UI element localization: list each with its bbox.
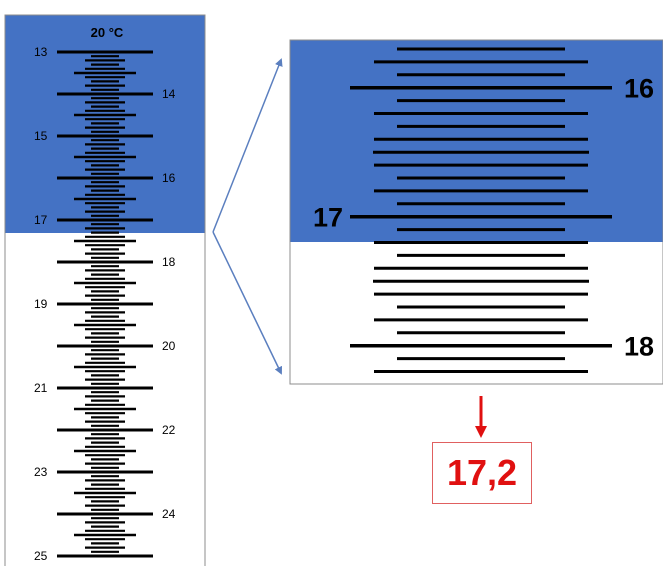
right-scale-label: 18 (162, 255, 176, 269)
zoom-labels: 16 17 18 (313, 74, 654, 362)
connector-arrow-lower (212, 231, 282, 375)
right-scale-label: 24 (162, 507, 176, 521)
left-scale-label: 15 (34, 129, 48, 143)
left-scale-header: 20 °C (91, 25, 124, 40)
result-box: 17,2 (432, 442, 532, 504)
zoom-ticks (350, 47, 612, 373)
left-scale-label: 25 (34, 549, 48, 563)
zoom-label-right: 18 (624, 332, 654, 362)
right-scale-label: 14 (162, 87, 176, 101)
left-scale-labels: 13 15 17 19 21 23 25 14 16 18 20 22 24 (34, 45, 176, 563)
left-scale-label: 23 (34, 465, 48, 479)
zoom-blue-zone (290, 40, 663, 242)
left-scale-label: 19 (34, 297, 48, 311)
result-value: 17,2 (446, 452, 518, 493)
connector-arrow-upper (212, 58, 283, 233)
left-scale-label: 13 (34, 45, 48, 59)
zoom-label-left: 17 (313, 203, 343, 233)
zoom-label-right: 16 (624, 74, 654, 104)
left-scale-label: 21 (34, 381, 48, 395)
right-scale-label: 22 (162, 423, 176, 437)
right-scale-label: 20 (162, 339, 176, 353)
left-scale-label: 17 (34, 213, 48, 227)
left-scale-ticks (57, 50, 153, 558)
right-scale-label: 16 (162, 171, 176, 185)
